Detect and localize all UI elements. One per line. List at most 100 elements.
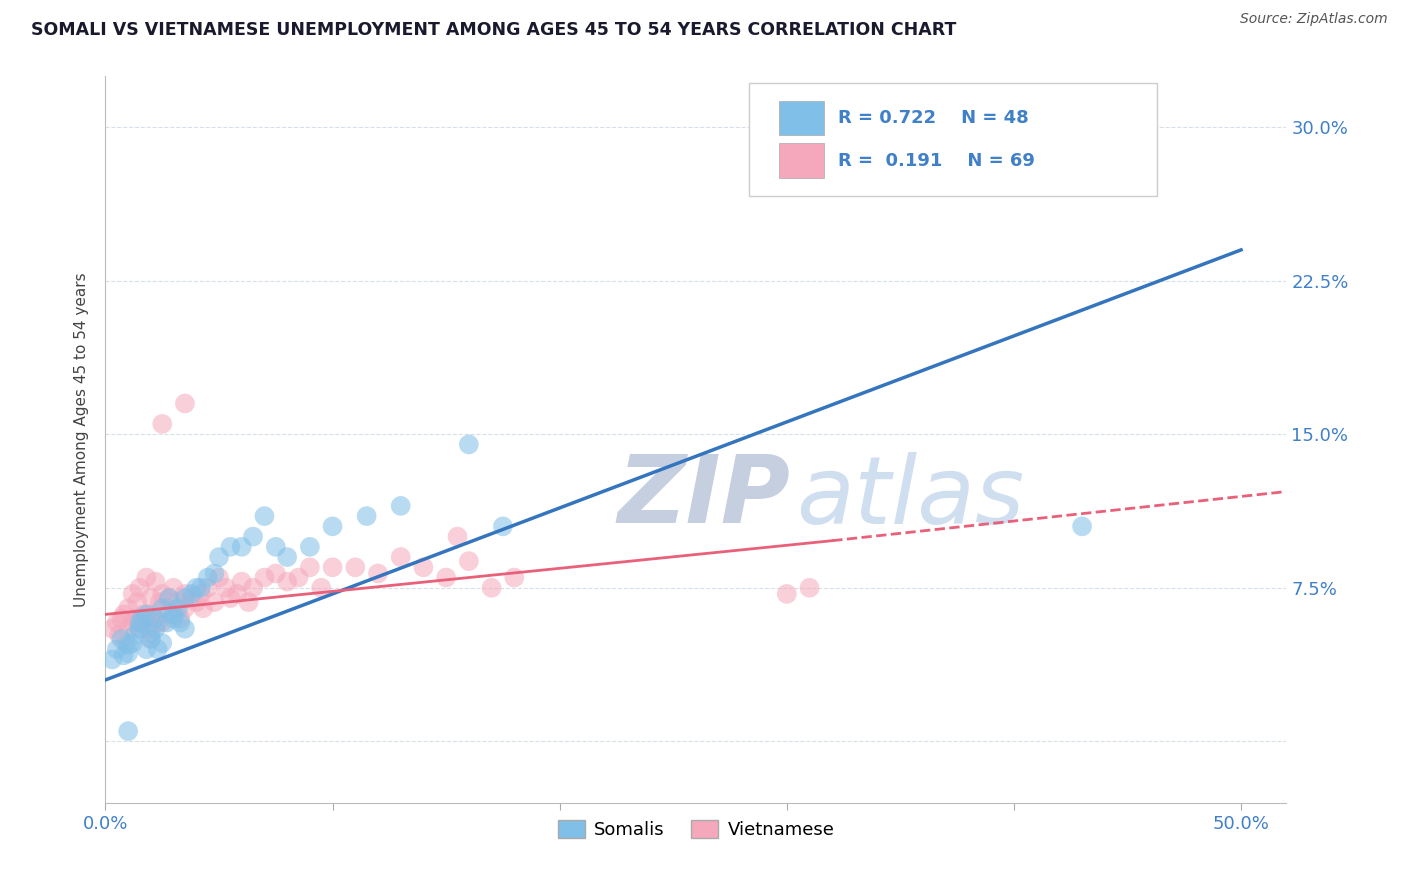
Point — [204, 566, 226, 581]
Point — [238, 595, 260, 609]
Point — [121, 587, 143, 601]
Point — [124, 611, 146, 625]
Point — [131, 615, 153, 630]
Point — [117, 646, 139, 660]
Point — [1071, 519, 1094, 533]
Point — [367, 566, 389, 581]
Point — [128, 622, 150, 636]
Point — [162, 611, 184, 625]
Legend: Somalis, Vietnamese: Somalis, Vietnamese — [548, 811, 844, 848]
Text: R =  0.191    N = 69: R = 0.191 N = 69 — [838, 152, 1035, 169]
Point — [457, 554, 479, 568]
Text: ZIP: ZIP — [617, 451, 790, 543]
Point — [117, 724, 139, 739]
Point — [162, 607, 184, 622]
Point — [139, 607, 162, 622]
Point — [446, 530, 468, 544]
Point — [389, 499, 412, 513]
Point — [162, 581, 184, 595]
Point — [197, 570, 219, 584]
FancyBboxPatch shape — [779, 101, 824, 136]
Point — [208, 550, 231, 565]
Point — [146, 615, 169, 630]
Point — [108, 628, 131, 642]
Point — [481, 581, 503, 595]
Y-axis label: Unemployment Among Ages 45 to 54 years: Unemployment Among Ages 45 to 54 years — [75, 272, 90, 607]
Point — [219, 591, 242, 605]
Point — [264, 540, 287, 554]
Point — [231, 540, 253, 554]
Point — [167, 601, 190, 615]
Point — [492, 519, 515, 533]
Point — [105, 642, 128, 657]
Point — [132, 607, 155, 622]
Point — [150, 587, 173, 601]
Text: Source: ZipAtlas.com: Source: ZipAtlas.com — [1240, 12, 1388, 26]
Point — [322, 519, 344, 533]
Point — [242, 581, 264, 595]
Point — [139, 632, 162, 646]
Point — [135, 570, 157, 584]
Point — [253, 509, 276, 524]
Point — [322, 560, 344, 574]
Point — [253, 570, 276, 584]
Point — [799, 581, 821, 595]
Point — [145, 611, 167, 625]
Point — [135, 642, 157, 657]
Text: atlas: atlas — [796, 452, 1025, 543]
Point — [156, 615, 179, 630]
Point — [145, 611, 167, 625]
Point — [298, 540, 321, 554]
Point — [169, 615, 191, 630]
Point — [287, 570, 309, 584]
Point — [135, 607, 157, 622]
Point — [276, 550, 298, 565]
Point — [156, 601, 179, 615]
Point — [121, 636, 143, 650]
Point — [197, 581, 219, 595]
Point — [356, 509, 378, 524]
Point — [145, 574, 167, 589]
Point — [298, 560, 321, 574]
FancyBboxPatch shape — [749, 83, 1157, 195]
Point — [139, 591, 162, 605]
Point — [190, 587, 212, 601]
Point — [101, 622, 124, 636]
Point — [139, 625, 162, 640]
Point — [174, 587, 197, 601]
Point — [135, 611, 157, 625]
Point — [150, 601, 173, 615]
Point — [434, 570, 457, 584]
Text: SOMALI VS VIETNAMESE UNEMPLOYMENT AMONG AGES 45 TO 54 YEARS CORRELATION CHART: SOMALI VS VIETNAMESE UNEMPLOYMENT AMONG … — [31, 21, 956, 38]
Point — [776, 587, 799, 601]
Text: R = 0.722    N = 48: R = 0.722 N = 48 — [838, 109, 1028, 127]
Point — [204, 595, 226, 609]
Point — [128, 622, 150, 636]
Point — [115, 636, 138, 650]
Point — [186, 595, 208, 609]
Point — [264, 566, 287, 581]
Point — [186, 581, 208, 595]
Point — [149, 595, 172, 609]
Point — [344, 560, 367, 574]
Point — [162, 607, 184, 622]
FancyBboxPatch shape — [779, 144, 824, 178]
Point — [191, 601, 214, 615]
Point — [309, 581, 332, 595]
Point — [157, 591, 180, 605]
Point — [215, 581, 238, 595]
Point — [101, 652, 124, 666]
Point — [110, 632, 132, 646]
Point — [412, 560, 434, 574]
Point — [457, 437, 479, 451]
Point — [208, 570, 231, 584]
Point — [219, 540, 242, 554]
Point — [150, 636, 173, 650]
Point — [139, 632, 162, 646]
Point — [190, 581, 212, 595]
Point — [105, 615, 128, 630]
Point — [124, 628, 146, 642]
Point — [174, 622, 197, 636]
Point — [112, 607, 135, 622]
Point — [167, 595, 190, 609]
